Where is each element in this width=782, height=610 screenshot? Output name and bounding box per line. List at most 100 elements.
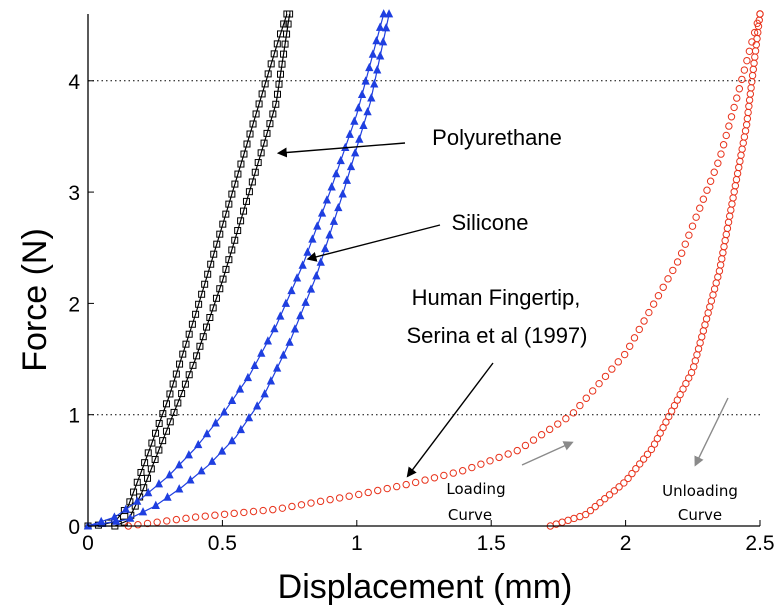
- data-point: [706, 303, 714, 311]
- x-tick-label: 0.5: [208, 532, 237, 555]
- data-point: [250, 360, 259, 370]
- data-point: [151, 455, 159, 463]
- data-point: [185, 330, 193, 338]
- data-point: [624, 474, 632, 483]
- data-point: [701, 321, 709, 329]
- data-point: [746, 90, 755, 98]
- axes: [87, 14, 760, 527]
- data-point: [681, 240, 689, 248]
- data-point: [144, 474, 152, 482]
- data-point: [729, 194, 737, 202]
- data-point: [351, 148, 360, 157]
- data-point: [153, 518, 161, 526]
- data-point: [373, 65, 382, 74]
- data-point: [477, 460, 485, 468]
- data-point: [756, 10, 764, 18]
- data-point: [615, 483, 623, 491]
- data-point: [234, 227, 242, 235]
- data-point: [148, 439, 156, 447]
- data-point: [260, 389, 269, 398]
- data-point: [162, 427, 170, 435]
- data-point: [715, 267, 724, 275]
- data-point: [163, 517, 171, 525]
- data-point: [317, 208, 327, 217]
- data-point: [327, 182, 336, 191]
- data-point: [202, 428, 212, 438]
- data-point: [367, 93, 376, 102]
- x-ticks: 0 0.5 1 1.5 2 2.5: [82, 520, 775, 555]
- y-axis-title: Force (N): [16, 228, 54, 372]
- data-point: [126, 513, 135, 522]
- data-point: [260, 139, 268, 147]
- data-point: [744, 108, 752, 117]
- data-point: [154, 479, 164, 488]
- data-point: [266, 120, 274, 128]
- data-point: [281, 40, 289, 48]
- data-point: [259, 506, 267, 515]
- data-point: [363, 107, 372, 116]
- annotation-loading-line2: Curve: [448, 506, 492, 524]
- data-point: [97, 518, 107, 528]
- data-point: [421, 476, 429, 484]
- data-point: [196, 342, 204, 350]
- data-point: [245, 188, 253, 196]
- data-point: [195, 300, 203, 308]
- data-point: [284, 20, 292, 28]
- data-point: [569, 409, 578, 417]
- data-point: [279, 350, 288, 359]
- y-ticks: 0 1 2 3 4: [68, 71, 94, 539]
- data-point: [267, 60, 275, 68]
- data-point: [738, 75, 746, 84]
- data-point: [169, 380, 177, 388]
- data-point: [219, 220, 227, 228]
- data-point: [725, 212, 734, 220]
- series-square: [84, 10, 294, 530]
- data-point: [270, 50, 278, 58]
- data-point: [263, 336, 273, 345]
- data-point: [720, 242, 728, 251]
- data-point: [745, 96, 754, 104]
- data-point: [252, 110, 260, 118]
- data-point: [166, 418, 174, 426]
- data-point: [706, 177, 715, 185]
- data-point: [222, 210, 230, 218]
- data-point: [749, 65, 758, 74]
- data-point: [270, 323, 279, 333]
- data-point: [336, 155, 345, 165]
- data-point: [201, 512, 209, 520]
- data-point: [176, 360, 184, 368]
- data-point: [384, 9, 394, 18]
- data-point: [252, 401, 262, 410]
- data-point: [545, 425, 554, 434]
- data-point: [174, 399, 182, 407]
- data-point: [137, 468, 145, 476]
- data-point: [664, 275, 672, 283]
- x-tick-label: 2: [620, 532, 632, 555]
- data-point: [712, 279, 720, 287]
- data-curves: [83, 9, 764, 530]
- data-point: [374, 486, 382, 495]
- data-point: [639, 455, 648, 463]
- data-point: [586, 506, 595, 515]
- data-point: [140, 484, 148, 492]
- data-point: [286, 10, 294, 18]
- data-point: [730, 188, 738, 196]
- data-point: [133, 478, 141, 486]
- data-point: [710, 168, 718, 176]
- data-point: [194, 439, 203, 449]
- data-point: [379, 9, 388, 18]
- annotation-polyurethane: Polyurethane: [432, 125, 562, 150]
- data-point: [220, 510, 229, 518]
- data-point: [257, 348, 266, 357]
- data-point: [216, 285, 224, 293]
- data-point: [162, 400, 170, 408]
- data-point: [721, 236, 729, 245]
- data-point: [375, 22, 385, 31]
- data-point: [724, 218, 733, 226]
- data-point: [207, 260, 215, 268]
- data-point: [178, 390, 186, 398]
- data-point: [189, 361, 197, 369]
- data-point: [243, 140, 251, 148]
- data-point: [620, 350, 629, 359]
- data-point: [368, 49, 378, 58]
